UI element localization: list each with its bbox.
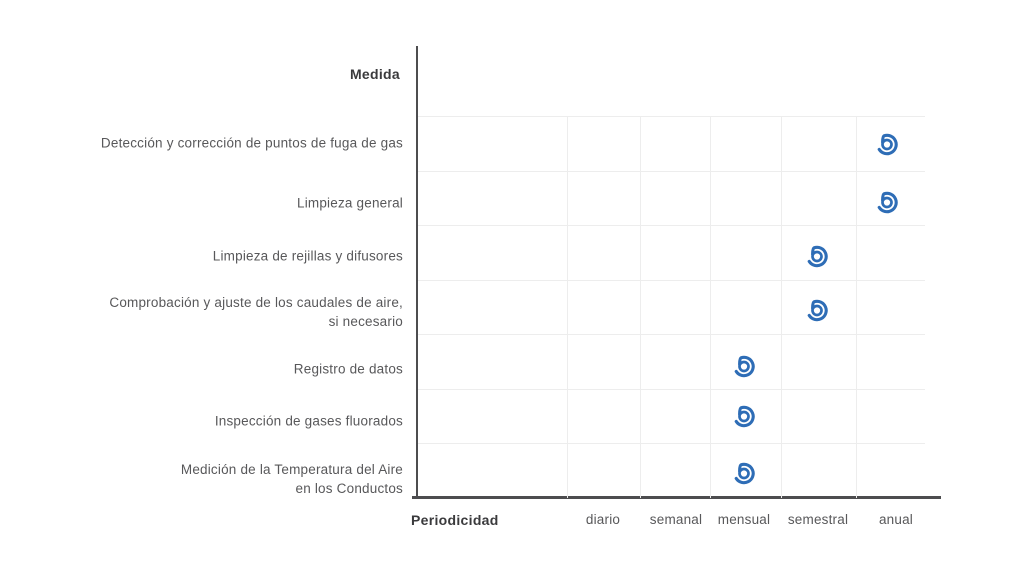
gridline bbox=[418, 225, 925, 226]
measure-label: Registro de datos bbox=[293, 361, 403, 377]
x-axis-line bbox=[412, 496, 941, 499]
x-tick-semestral: semestral bbox=[787, 512, 849, 527]
spiral-target-icon bbox=[803, 297, 831, 325]
gridline bbox=[418, 116, 925, 117]
spiral-target-icon bbox=[730, 460, 758, 488]
spiral-target-icon bbox=[873, 131, 901, 159]
x-tick-semanal: semanal bbox=[649, 512, 703, 527]
y-axis-line bbox=[416, 46, 418, 498]
gridline bbox=[418, 443, 925, 444]
x-tick-mensual: mensual bbox=[717, 512, 771, 527]
spiral-target-icon bbox=[803, 243, 831, 271]
x-tick-diario: diario bbox=[585, 512, 621, 527]
measure-label: Comprobación y ajuste de los caudales de… bbox=[109, 295, 403, 329]
measure-label: Inspección de gases fluorados bbox=[214, 413, 403, 429]
gridline bbox=[418, 334, 925, 335]
measure-label: Limpieza general bbox=[296, 195, 403, 211]
x-tick-anual: anual bbox=[878, 512, 914, 527]
measure-label: Limpieza de rejillas y difusores bbox=[212, 248, 403, 264]
spiral-target-icon bbox=[873, 189, 901, 217]
measure-label: Medición de la Temperatura del Aire en lo… bbox=[180, 462, 403, 496]
measure-label: Detección y corrección de puntos de fuga… bbox=[100, 135, 403, 151]
gridline bbox=[856, 116, 857, 498]
gridline bbox=[640, 116, 641, 498]
x-axis-title: Periodicidad bbox=[411, 512, 499, 528]
gridline bbox=[781, 116, 782, 498]
gridline bbox=[418, 171, 925, 172]
gridline bbox=[418, 280, 925, 281]
y-axis-title: Medida bbox=[349, 66, 400, 82]
spiral-target-icon bbox=[730, 353, 758, 381]
gridline bbox=[710, 116, 711, 498]
gridline bbox=[567, 116, 568, 498]
spiral-target-icon bbox=[730, 403, 758, 431]
gridline bbox=[418, 389, 925, 390]
